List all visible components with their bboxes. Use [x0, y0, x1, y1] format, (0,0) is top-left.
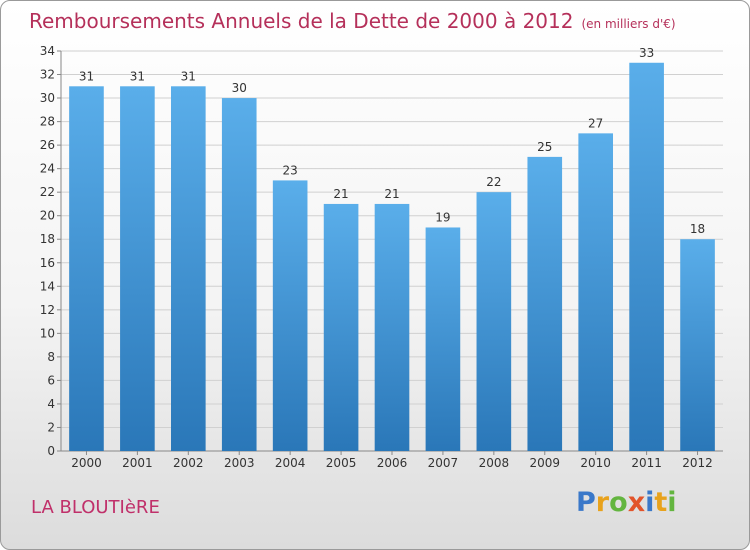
- bar: [578, 133, 614, 451]
- x-tick-label: 2009: [529, 456, 560, 470]
- y-tick-label: 32: [40, 68, 55, 82]
- x-tick-label: 2011: [631, 456, 662, 470]
- y-tick-label: 6: [47, 373, 55, 387]
- x-tick-label: 2005: [326, 456, 357, 470]
- data-label: 25: [537, 140, 552, 154]
- proxiti-logo: Proxiti: [576, 487, 677, 518]
- y-tick-label: 8: [47, 350, 55, 364]
- y-tick-label: 18: [40, 232, 55, 246]
- x-tick-label: 2006: [377, 456, 408, 470]
- y-tick-label: 14: [40, 279, 55, 293]
- bars: [69, 62, 715, 452]
- y-tick-label: 26: [40, 138, 55, 152]
- chart-title: Remboursements Annuels de la Dette de 20…: [29, 9, 676, 33]
- y-tick-label: 10: [40, 326, 55, 340]
- x-tick-label: 2008: [479, 456, 510, 470]
- bar: [221, 98, 257, 451]
- data-label: 21: [384, 187, 399, 201]
- bar: [527, 156, 563, 451]
- data-label: 19: [435, 210, 450, 224]
- y-tick-label: 4: [47, 397, 55, 411]
- data-label: 31: [130, 69, 145, 83]
- data-label: 30: [232, 81, 247, 95]
- bar: [323, 203, 359, 451]
- y-tick-label: 34: [40, 44, 55, 58]
- x-tick-label: 2002: [173, 456, 204, 470]
- bar: [374, 203, 410, 451]
- x-tick-label: 2000: [71, 456, 102, 470]
- labels: 31 2000 31 2001 31 2002 30 2003 23 2004 21 2005 21 20…: [71, 46, 713, 470]
- commune-name: LA BLOUTIèRE: [31, 497, 160, 518]
- x-tick-label: 2010: [580, 456, 611, 470]
- y-tick-label: 22: [40, 185, 55, 199]
- y-tick-label: 12: [40, 303, 55, 317]
- bar: [69, 86, 104, 451]
- bar: [425, 227, 461, 451]
- bar: [680, 239, 715, 451]
- data-label: 31: [181, 69, 196, 83]
- chart-title-text: Remboursements Annuels de la Dette de 20…: [29, 9, 574, 33]
- data-label: 31: [79, 69, 94, 83]
- y-tick-label: 0: [47, 444, 55, 458]
- y-tick-label: 20: [40, 209, 55, 223]
- y-tick-label: 28: [40, 115, 55, 129]
- x-tick-label: 2004: [275, 456, 306, 470]
- bar: [272, 180, 308, 452]
- bar: [629, 62, 664, 451]
- data-label: 18: [690, 222, 705, 236]
- x-tick-label: 2003: [224, 456, 255, 470]
- y-tick-label: 16: [40, 256, 55, 270]
- y-tick-label: 30: [40, 91, 55, 105]
- data-label: 33: [639, 46, 654, 60]
- x-tick-label: 2012: [682, 456, 713, 470]
- bar: [476, 192, 512, 452]
- y-tick-label: 2: [47, 420, 55, 434]
- bar: [120, 86, 155, 451]
- data-label: 23: [283, 163, 298, 177]
- data-label: 21: [333, 187, 348, 201]
- y-tick-label: 24: [40, 162, 55, 176]
- x-tick-label: 2007: [428, 456, 459, 470]
- data-label: 27: [588, 116, 603, 130]
- chart-unit: (en milliers d'€): [581, 17, 676, 31]
- bar: [170, 86, 206, 451]
- x-tick-label: 2001: [122, 456, 153, 470]
- data-label: 22: [486, 175, 501, 189]
